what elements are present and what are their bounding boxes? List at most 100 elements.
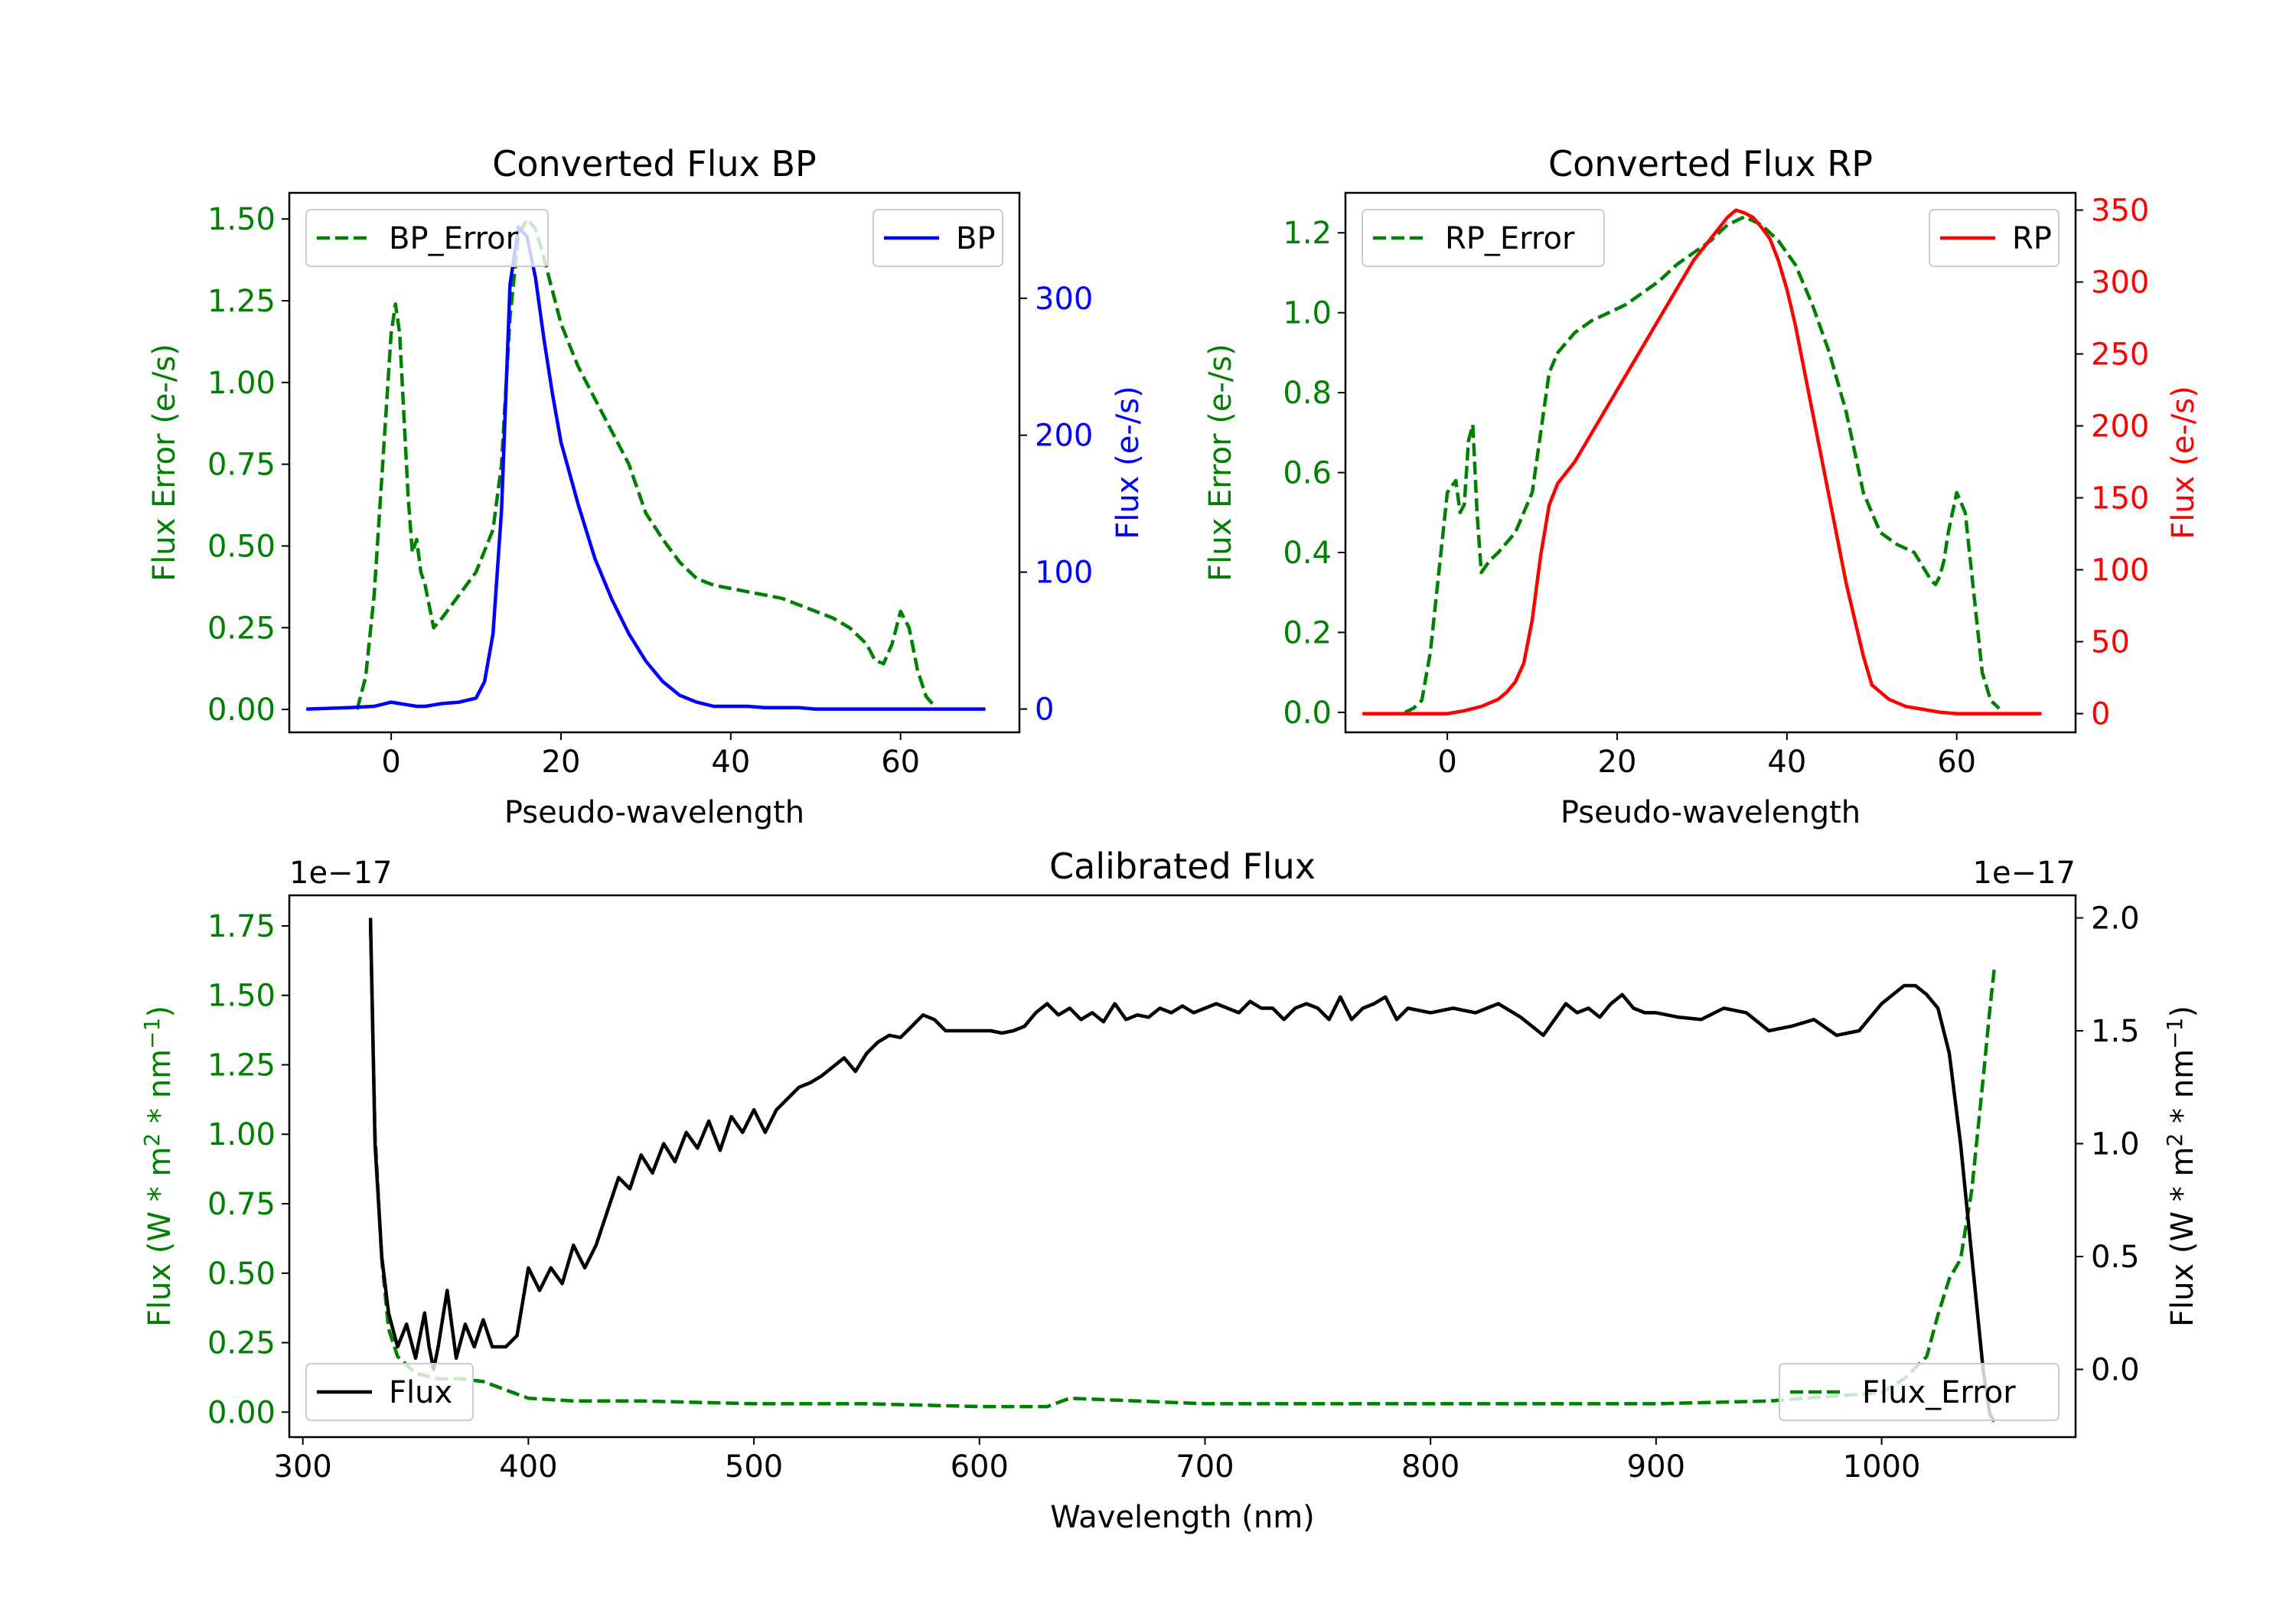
legend-label: BP_Error	[389, 221, 519, 256]
legend-bp: BP	[872, 209, 1003, 267]
label-part: )	[142, 1006, 178, 1018]
x-tick-label: 20	[542, 745, 581, 780]
y-left-tick-label: 0.6	[1283, 456, 1332, 491]
plot-area	[306, 217, 986, 711]
y-right-tick-label: 200	[2091, 409, 2149, 445]
x-tick-label: 1000	[1843, 1449, 1921, 1485]
series-line-bp-error	[355, 217, 936, 710]
x-axis-label: Pseudo-wavelength	[504, 795, 804, 830]
y-left-tick-label: 0.0	[1283, 696, 1332, 731]
x-tick-label: 60	[881, 745, 920, 780]
y-right-tick-label: 2.0	[2091, 901, 2140, 937]
y-right-axis-label: Flux (e-/s)	[1110, 386, 1146, 539]
series-line-rp-error	[1404, 215, 2001, 714]
y-right-tick-label: 0.5	[2091, 1240, 2140, 1275]
subplot-3: Calibrated Flux 300 400 500 600 700 800 900 1000…	[139, 846, 2200, 1535]
x-tick-label: 500	[725, 1449, 783, 1485]
legend-label: Flux_Error	[1862, 1375, 2016, 1410]
legend-box	[305, 209, 549, 267]
legend-bp-error: BP_Error	[305, 209, 549, 267]
y-left-tick-label: 1.50	[207, 202, 276, 237]
legend-label: Flux	[389, 1375, 452, 1410]
plot-area	[1362, 208, 2042, 715]
y-right-tick-label: 150	[2091, 481, 2149, 517]
legend-label: RP	[2012, 221, 2052, 256]
chart-title: Calibrated Flux	[1049, 846, 1316, 887]
y-right-tick-label: 1.5	[2091, 1014, 2140, 1049]
y-left-tick-label: 0.8	[1283, 376, 1332, 411]
x-tick-label: 400	[499, 1449, 557, 1485]
y-right-tick-label: 250	[2091, 337, 2149, 373]
y-left-axis-label: Flux Error (e-/s)	[147, 344, 182, 582]
y-left-tick-label: 0.00	[207, 1395, 276, 1430]
x-tick-label: 300	[274, 1449, 332, 1485]
x-tick-label: 0	[1437, 745, 1456, 780]
label-part: * nm	[2165, 1049, 2200, 1133]
y-right-tick-label: 0	[1035, 693, 1054, 728]
x-tick-label: 800	[1401, 1449, 1459, 1485]
axes-frame	[288, 894, 2077, 1439]
y-right-tick-label: 0	[2091, 697, 2110, 732]
series-line-bp	[306, 225, 986, 711]
x-tick-label: 40	[1767, 745, 1806, 780]
y-right-tick-label: 0.0	[2091, 1353, 2140, 1388]
x-tick-label: 60	[1937, 745, 1976, 780]
y-left-tick-label: 0.4	[1283, 536, 1332, 571]
y-right-tick-label: 1.0	[2091, 1127, 2140, 1162]
y-left-tick-label: 1.25	[207, 1048, 276, 1083]
y-left-tick-label: 1.0	[1283, 296, 1332, 331]
label-part: * nm	[142, 1049, 178, 1133]
x-tick-label: 0	[381, 745, 400, 780]
y-left-tick-label: 0.50	[207, 1257, 276, 1292]
label-superscript: −1	[2162, 1018, 2187, 1049]
y-right-tick-label: 300	[2091, 266, 2149, 301]
y-right-tick-label: 300	[1035, 282, 1093, 317]
legend-flux: Flux	[305, 1363, 474, 1421]
x-axis-label: Pseudo-wavelength	[1561, 795, 1861, 830]
y-left-offset-text: 1e−17	[289, 856, 392, 891]
legend-flux-error: Flux_Error	[1779, 1363, 2060, 1421]
subplot-2: Converted Flux RP 0 20 40 60 Pseudo-wavelengt…	[1203, 143, 2201, 830]
label-superscript: 2	[2162, 1133, 2187, 1147]
legend-box	[305, 1363, 474, 1421]
y-right-tick-label: 200	[1035, 419, 1093, 454]
y-right-axis-label: Flux (e-/s)	[2166, 386, 2201, 539]
x-tick-label: 20	[1598, 745, 1637, 780]
x-tick-label: 40	[711, 745, 750, 780]
legend-rp: RP	[1929, 209, 2060, 267]
axes-frame	[1344, 191, 2077, 734]
y-left-tick-label: 1.00	[207, 366, 276, 401]
y-right-tick-label: 100	[2091, 553, 2149, 588]
label-part: Flux (W * m	[2165, 1147, 2200, 1327]
y-right-tick-label: 100	[1035, 556, 1093, 591]
series-line-flux	[368, 918, 1996, 1423]
legend-rp-error: RP_Error	[1362, 209, 1605, 267]
legend-box	[1779, 1363, 2060, 1421]
y-left-tick-label: 1.25	[207, 284, 276, 319]
y-left-tick-label: 0.75	[207, 448, 276, 483]
y-left-tick-label: 1.50	[207, 979, 276, 1014]
label-superscript: −1	[139, 1018, 165, 1049]
y-left-tick-label: 1.2	[1283, 216, 1332, 251]
legend-label: RP_Error	[1445, 221, 1575, 256]
label-part: Flux (W * m	[142, 1147, 178, 1327]
y-right-tick-label: 50	[2091, 625, 2130, 660]
y-left-tick-label: 0.50	[207, 529, 276, 564]
x-axis-label: Wavelength (nm)	[1050, 1500, 1315, 1535]
y-left-axis-label: Flux Error (e-/s)	[1203, 344, 1238, 582]
subplot-1: Converted Flux BP 0 20 40 60 Pseudo-wavelengt…	[147, 143, 1146, 830]
x-tick-label: 600	[951, 1449, 1009, 1485]
legend-label: BP	[956, 221, 996, 256]
y-left-tick-label: 0.2	[1283, 615, 1332, 650]
chart-title: Converted Flux BP	[492, 143, 817, 184]
y-left-tick-label: 0.25	[207, 1326, 276, 1361]
legend-box	[1362, 209, 1605, 267]
y-left-tick-label: 0.25	[207, 611, 276, 646]
label-part: )	[2165, 1006, 2200, 1018]
series-line-rp	[1362, 208, 2042, 715]
y-right-axis-label: Flux (W * m2 * nm−1)	[2162, 1006, 2200, 1327]
y-right-offset-text: 1e−17	[1973, 856, 2076, 891]
y-left-tick-label: 1.00	[207, 1117, 276, 1152]
